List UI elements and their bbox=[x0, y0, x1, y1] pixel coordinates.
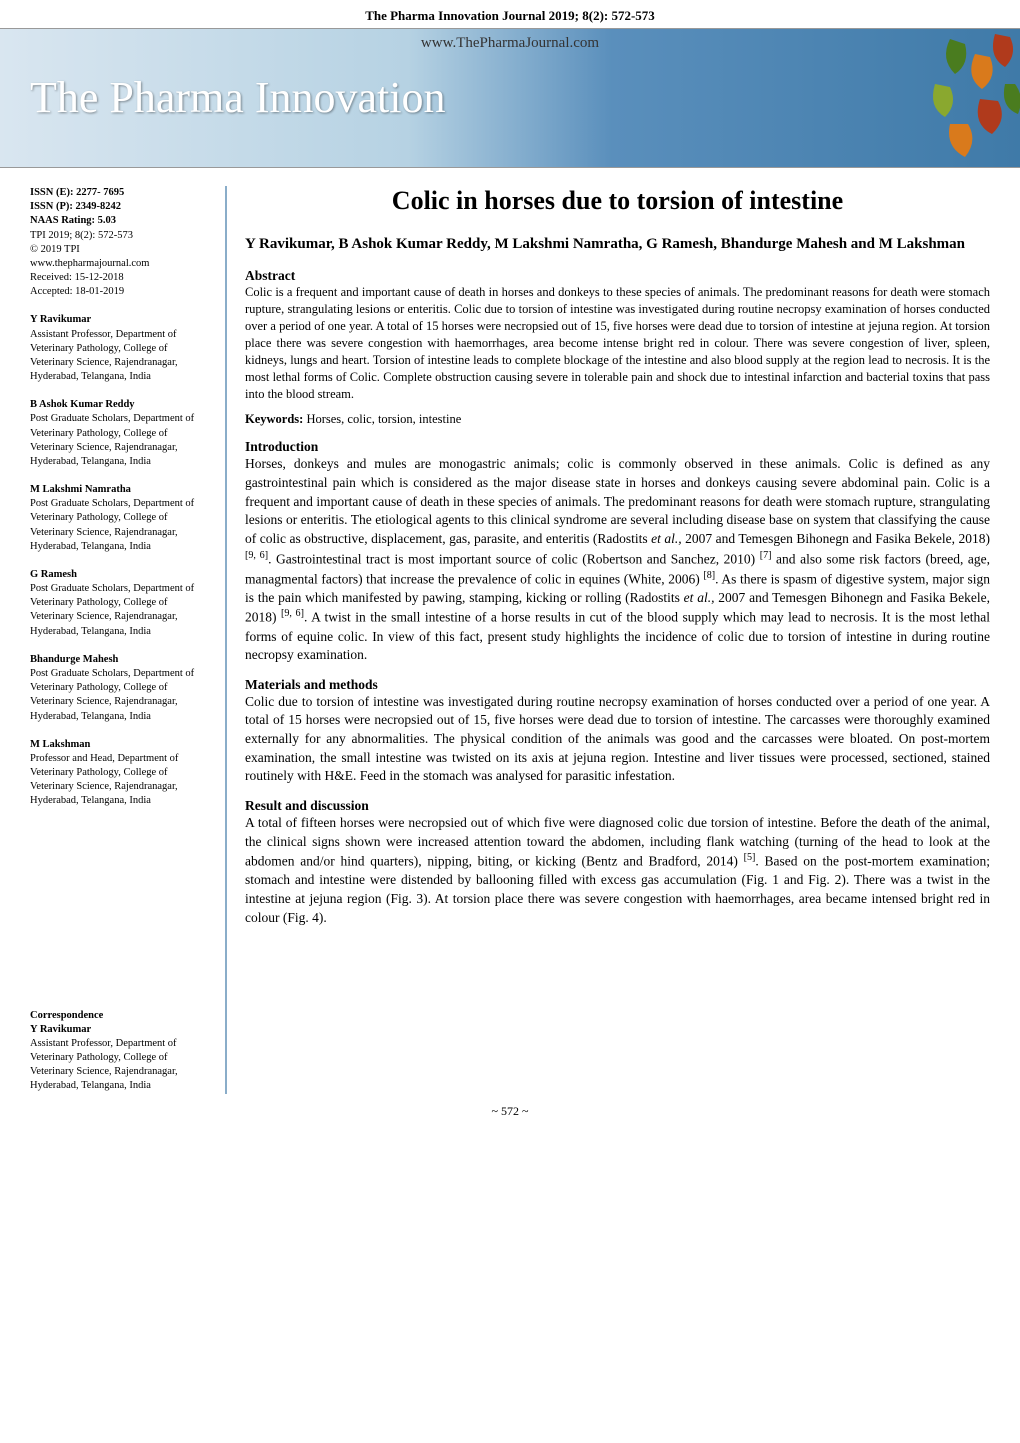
sidebar-author: Y Ravikumar Assistant Professor, Departm… bbox=[30, 313, 213, 384]
author-name: M Lakshman bbox=[30, 738, 213, 752]
journal-header-line: The Pharma Innovation Journal 2019; 8(2)… bbox=[0, 0, 1020, 28]
main-layout: ISSN (E): 2277- 7695 ISSN (P): 2349-8242… bbox=[0, 168, 1020, 1094]
author-name: B Ashok Kumar Reddy bbox=[30, 398, 213, 412]
sidebar-meta: ISSN (E): 2277- 7695 ISSN (P): 2349-8242… bbox=[30, 186, 213, 299]
author-name: M Lakshmi Namratha bbox=[30, 483, 213, 497]
keywords-line: Keywords: Horses, colic, torsion, intest… bbox=[245, 412, 990, 427]
section-heading: Materials and methods bbox=[245, 677, 990, 693]
keywords-text: Horses, colic, torsion, intestine bbox=[306, 412, 461, 426]
tpi-ref: TPI 2019; 8(2): 572-573 bbox=[30, 229, 213, 243]
section-heading: Result and discussion bbox=[245, 798, 990, 814]
copyright: © 2019 TPI bbox=[30, 243, 213, 257]
naas-rating: NAAS Rating: 5.03 bbox=[30, 214, 213, 228]
author-affiliation: Post Graduate Scholars, Department of Ve… bbox=[30, 668, 194, 722]
author-affiliation: Professor and Head, Department of Veteri… bbox=[30, 753, 178, 807]
materials-methods-text: Colic due to torsion of intestine was in… bbox=[245, 693, 990, 786]
sidebar-author: M Lakshman Professor and Head, Departmen… bbox=[30, 738, 213, 809]
article-title: Colic in horses due to torsion of intest… bbox=[245, 186, 990, 216]
sidebar-author: B Ashok Kumar Reddy Post Graduate Schola… bbox=[30, 398, 213, 469]
leaves-decoration-icon bbox=[740, 29, 1020, 168]
correspondence-heading: Correspondence bbox=[30, 1009, 213, 1023]
author-affiliation: Post Graduate Scholars, Department of Ve… bbox=[30, 498, 194, 552]
correspondence-block: Correspondence Y Ravikumar Assistant Pro… bbox=[30, 1009, 213, 1094]
article-authors-line: Y Ravikumar, B Ashok Kumar Reddy, M Laks… bbox=[245, 234, 990, 254]
section-heading: Introduction bbox=[245, 439, 990, 455]
author-name: Y Ravikumar bbox=[30, 313, 213, 327]
sidebar-author: G Ramesh Post Graduate Scholars, Departm… bbox=[30, 568, 213, 639]
keywords-label: Keywords: bbox=[245, 412, 303, 426]
article-content: Colic in horses due to torsion of intest… bbox=[225, 186, 990, 1094]
author-name: G Ramesh bbox=[30, 568, 213, 582]
correspondence-name: Y Ravikumar bbox=[30, 1023, 213, 1037]
sidebar: ISSN (E): 2277- 7695 ISSN (P): 2349-8242… bbox=[30, 186, 225, 1094]
results-discussion-text: A total of fifteen horses were necropsie… bbox=[245, 814, 990, 927]
author-affiliation: Post Graduate Scholars, Department of Ve… bbox=[30, 583, 194, 637]
accepted-date: Accepted: 18-01-2019 bbox=[30, 285, 213, 299]
issn-e: ISSN (E): 2277- 7695 bbox=[30, 186, 213, 200]
received-date: Received: 15-12-2018 bbox=[30, 271, 213, 285]
author-affiliation: Assistant Professor, Department of Veter… bbox=[30, 329, 178, 383]
author-name: Bhandurge Mahesh bbox=[30, 653, 213, 667]
sidebar-author: M Lakshmi Namratha Post Graduate Scholar… bbox=[30, 483, 213, 554]
sidebar-author: Bhandurge Mahesh Post Graduate Scholars,… bbox=[30, 653, 213, 724]
abstract-text: Colic is a frequent and important cause … bbox=[245, 284, 990, 402]
page-number: ~ 572 ~ bbox=[0, 1094, 1020, 1129]
abstract-heading: Abstract bbox=[245, 268, 990, 284]
introduction-text: Horses, donkeys and mules are monogastri… bbox=[245, 455, 990, 664]
issn-p: ISSN (P): 2349-8242 bbox=[30, 200, 213, 214]
correspondence-affiliation: Assistant Professor, Department of Veter… bbox=[30, 1038, 178, 1092]
journal-banner: www.ThePharmaJournal.com The Pharma Inno… bbox=[0, 28, 1020, 168]
website: www.thepharmajournal.com bbox=[30, 257, 213, 271]
author-affiliation: Post Graduate Scholars, Department of Ve… bbox=[30, 413, 194, 467]
